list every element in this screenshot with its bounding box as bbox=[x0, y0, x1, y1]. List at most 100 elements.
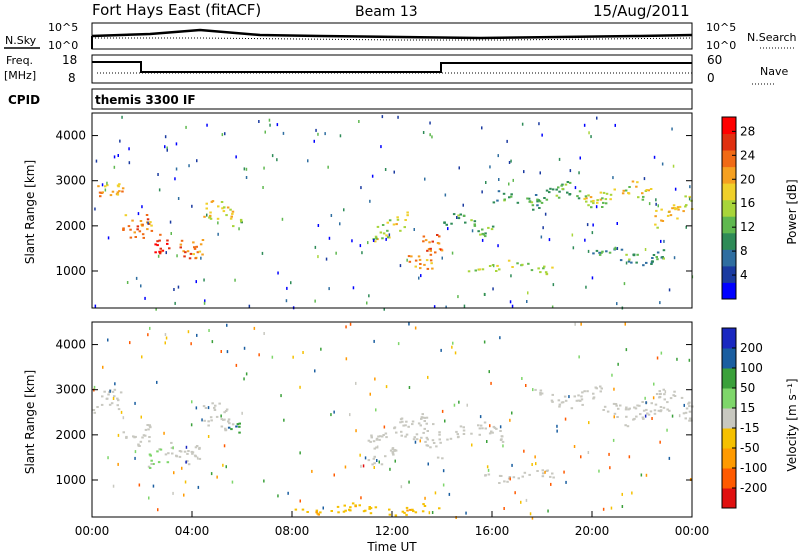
data-point bbox=[330, 214, 333, 217]
data-point bbox=[404, 424, 407, 427]
data-point bbox=[238, 422, 241, 425]
data-point bbox=[231, 212, 234, 215]
data-point bbox=[642, 264, 645, 267]
data-point bbox=[623, 282, 626, 286]
data-point bbox=[462, 433, 466, 435]
data-point bbox=[140, 415, 142, 419]
data-point bbox=[400, 485, 403, 489]
data-point bbox=[333, 410, 335, 414]
data-point bbox=[404, 435, 407, 438]
data-point bbox=[588, 131, 590, 135]
data-point bbox=[214, 404, 217, 407]
data-point bbox=[185, 125, 187, 129]
data-point bbox=[662, 406, 666, 409]
data-point bbox=[376, 459, 378, 462]
data-point bbox=[486, 465, 489, 469]
colorbar-swatch bbox=[722, 348, 736, 369]
data-point bbox=[612, 402, 616, 405]
data-point bbox=[484, 427, 487, 430]
data-point bbox=[615, 404, 618, 407]
data-point bbox=[666, 401, 669, 404]
data-point bbox=[537, 267, 540, 270]
data-point bbox=[514, 491, 516, 495]
data-point bbox=[662, 388, 665, 391]
data-point bbox=[158, 188, 161, 192]
data-point bbox=[557, 196, 561, 199]
data-point bbox=[208, 329, 210, 332]
data-point bbox=[587, 451, 590, 454]
data-point bbox=[253, 326, 256, 330]
data-point bbox=[294, 508, 298, 511]
data-point bbox=[540, 201, 544, 204]
data-point bbox=[93, 385, 96, 389]
data-point bbox=[277, 494, 279, 498]
data-point bbox=[540, 392, 544, 395]
data-point bbox=[584, 238, 586, 242]
data-point bbox=[220, 201, 224, 203]
data-point bbox=[631, 180, 635, 183]
data-point bbox=[663, 398, 666, 401]
data-point bbox=[500, 438, 503, 441]
data-point bbox=[500, 475, 503, 477]
data-point bbox=[93, 411, 96, 414]
data-point bbox=[195, 445, 199, 447]
colorbar-tick-label: 16 bbox=[740, 196, 755, 210]
data-point bbox=[592, 396, 596, 399]
data-point bbox=[613, 415, 615, 419]
data-point bbox=[225, 408, 229, 411]
data-point bbox=[628, 186, 631, 188]
data-point bbox=[619, 259, 623, 262]
colorbar-swatch bbox=[722, 265, 736, 283]
data-point bbox=[604, 202, 608, 205]
data-point bbox=[227, 418, 231, 421]
data-point bbox=[626, 425, 630, 428]
data-point bbox=[419, 424, 422, 427]
data-point bbox=[396, 216, 399, 219]
data-point bbox=[107, 393, 110, 396]
data-point bbox=[549, 187, 552, 190]
data-point bbox=[375, 237, 378, 240]
data-point bbox=[671, 127, 673, 131]
data-point bbox=[610, 506, 613, 510]
data-point bbox=[427, 248, 431, 250]
data-point bbox=[378, 460, 380, 464]
data-point bbox=[556, 429, 558, 433]
data-point bbox=[367, 439, 371, 442]
date-title: 15/Aug/2011 bbox=[593, 2, 690, 20]
data-point bbox=[481, 228, 484, 231]
data-point bbox=[568, 193, 572, 195]
data-point bbox=[116, 397, 119, 400]
x-tick-label: 04:00 bbox=[175, 524, 210, 538]
data-point bbox=[431, 240, 434, 243]
data-point bbox=[414, 511, 418, 514]
colorbar-tick-label: 24 bbox=[740, 148, 755, 162]
data-point bbox=[595, 387, 598, 390]
data-point bbox=[561, 187, 564, 190]
data-point bbox=[157, 173, 159, 176]
data-point bbox=[385, 436, 388, 439]
data-point bbox=[239, 218, 243, 221]
data-point bbox=[129, 228, 132, 231]
data-point bbox=[508, 161, 511, 164]
data-point bbox=[146, 228, 149, 231]
data-point bbox=[602, 409, 605, 411]
data-point bbox=[373, 447, 376, 450]
data-point bbox=[676, 206, 680, 209]
data-point bbox=[487, 473, 491, 476]
data-point bbox=[243, 346, 246, 350]
data-point bbox=[245, 372, 248, 376]
data-point bbox=[458, 166, 460, 170]
data-point bbox=[432, 442, 436, 444]
data-point bbox=[366, 301, 368, 305]
data-point bbox=[224, 429, 228, 432]
data-point bbox=[550, 399, 554, 402]
data-point bbox=[420, 274, 422, 278]
data-point bbox=[453, 403, 456, 407]
data-point bbox=[102, 365, 104, 369]
data-point bbox=[348, 508, 351, 511]
data-point bbox=[689, 185, 691, 189]
data-point bbox=[213, 409, 217, 411]
data-point bbox=[579, 399, 582, 402]
x-tick-label: 08:00 bbox=[275, 524, 310, 538]
data-point bbox=[142, 434, 146, 437]
